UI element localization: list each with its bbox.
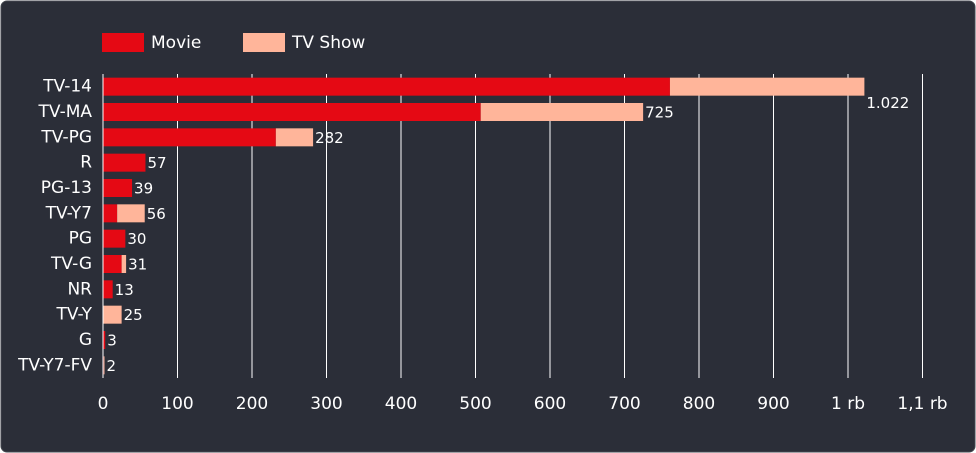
- bar-segment: [103, 255, 122, 273]
- x-tick-label: 0: [98, 394, 109, 414]
- x-tick-label: 400: [385, 394, 417, 414]
- total-label: 31: [128, 256, 147, 274]
- bar-segment: [103, 204, 118, 223]
- legend-swatch: [102, 33, 144, 52]
- bar-segment: [117, 204, 145, 223]
- x-tick-label: 800: [683, 394, 715, 414]
- y-tick-label: G: [79, 330, 92, 350]
- bar-segment: [103, 356, 105, 375]
- bar-segment: [669, 77, 865, 96]
- total-label: 282: [315, 129, 344, 147]
- x-tick-label: 900: [757, 394, 789, 414]
- y-tick-label: TV-MA: [38, 102, 93, 122]
- x-tick-label: 600: [534, 394, 566, 414]
- total-label: 39: [134, 180, 153, 198]
- bar-segment: [103, 229, 126, 248]
- y-tick-label: R: [80, 153, 92, 173]
- total-label: 2: [106, 357, 116, 375]
- x-tick-label: 100: [161, 394, 193, 414]
- y-tick-label: NR: [67, 279, 92, 299]
- x-tick-label: 300: [310, 394, 342, 414]
- bar-segment: [103, 77, 670, 96]
- total-label: 57: [147, 154, 166, 172]
- total-label: 13: [115, 281, 134, 299]
- total-label: 725: [645, 104, 674, 122]
- total-label: 25: [124, 306, 143, 324]
- x-tick-label: 700: [608, 394, 640, 414]
- bar-segment: [103, 305, 122, 324]
- bar-segment: [275, 128, 314, 147]
- x-tick-label: 200: [236, 394, 268, 414]
- bar-segment: [103, 179, 133, 197]
- bar-segment: [480, 103, 644, 121]
- bar-segment: [121, 255, 127, 273]
- legend-label: TV Show: [291, 33, 365, 53]
- legend-label: Movie: [151, 33, 201, 53]
- legend-swatch: [243, 33, 285, 52]
- total-label: 3: [107, 332, 117, 350]
- bar-segment: [103, 128, 276, 147]
- y-tick-label: TV-14: [42, 77, 92, 97]
- y-tick-label: TV-Y7: [45, 203, 92, 223]
- y-tick-label: PG-13: [41, 178, 92, 198]
- x-tick-label: 1,1 rb: [897, 394, 947, 414]
- total-label: 56: [147, 205, 166, 223]
- y-tick-label: TV-PG: [40, 127, 92, 147]
- bar-segment: [103, 280, 113, 299]
- total-label: 30: [127, 230, 146, 248]
- x-tick-label: 500: [459, 394, 491, 414]
- bar-segment: [103, 153, 146, 172]
- bar-segment: [103, 331, 106, 349]
- y-tick-label: TV-Y: [55, 305, 92, 325]
- y-tick-label: TV-G: [50, 254, 92, 274]
- total-label: 1.022: [866, 94, 909, 112]
- bar-segment: [103, 103, 481, 121]
- y-tick-label: PG: [69, 229, 92, 249]
- y-tick-label: TV-Y7-FV: [17, 355, 92, 375]
- x-tick-label: 1 rb: [831, 394, 865, 414]
